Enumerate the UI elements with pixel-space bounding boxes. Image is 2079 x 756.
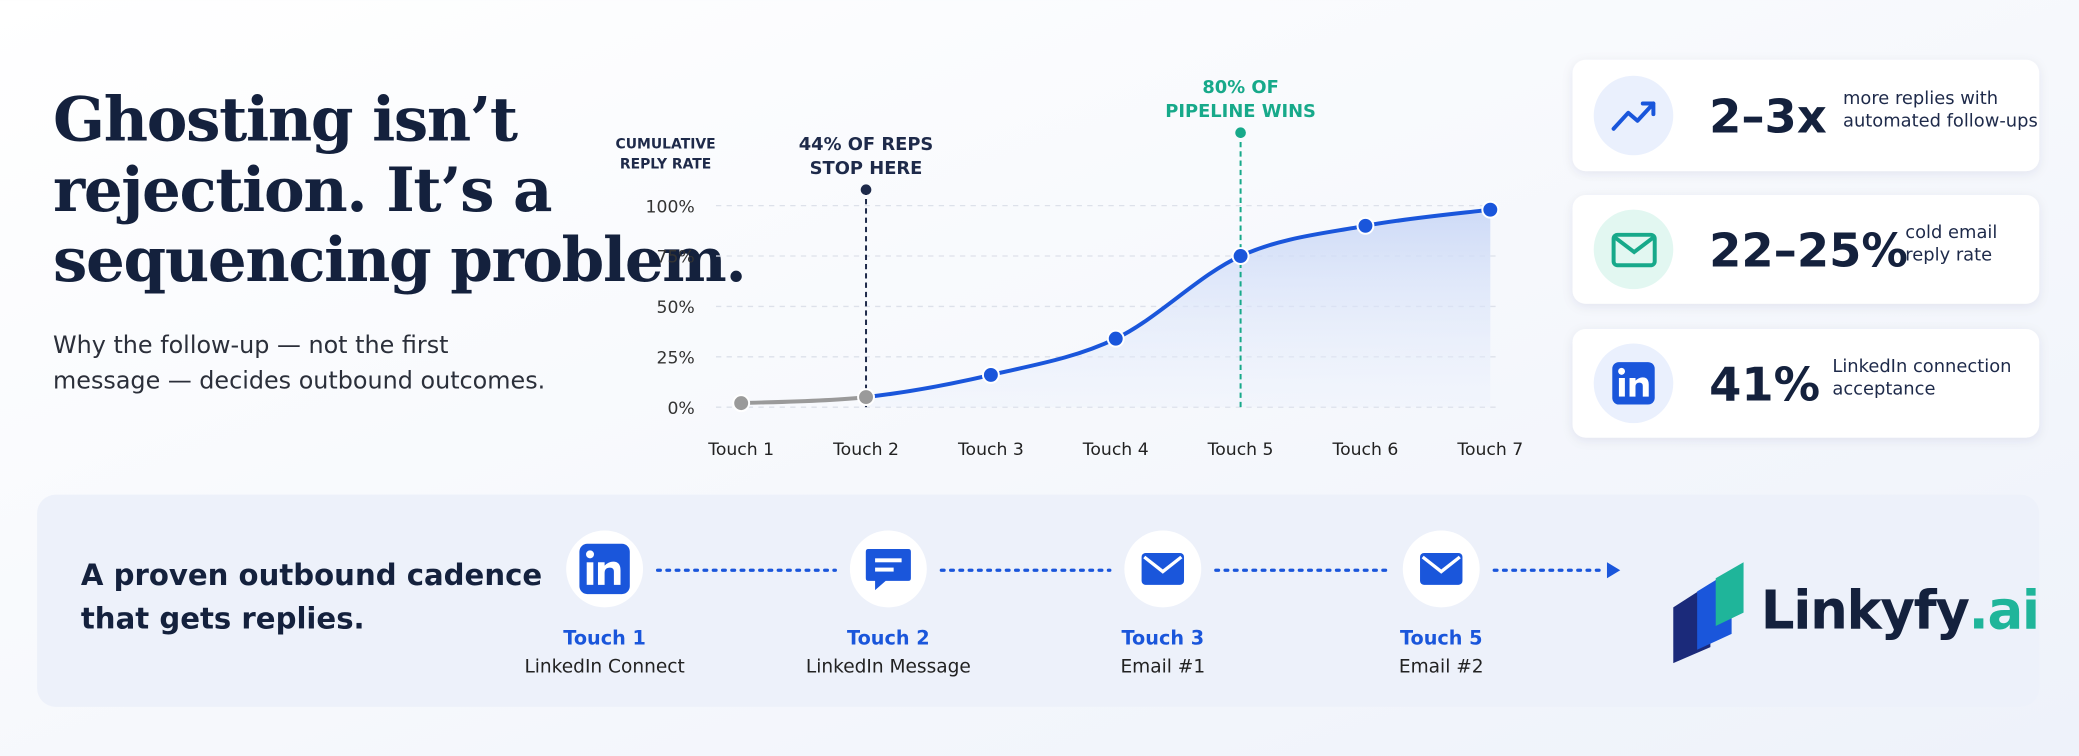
stat-card xyxy=(1572,195,2040,304)
linkedin-icon-n xyxy=(597,561,621,585)
point xyxy=(1231,247,1250,265)
point xyxy=(981,365,1000,384)
mail-icon xyxy=(1611,232,1657,268)
stat-label: LinkedIn connection xyxy=(1832,356,2011,377)
cadence-icons xyxy=(566,530,1480,608)
message-line xyxy=(875,567,894,572)
y-tick-label: 75% xyxy=(656,248,694,268)
y-tick-label: 0% xyxy=(667,399,694,419)
cadence-panel xyxy=(37,494,2040,707)
mail-icon xyxy=(1420,553,1463,585)
stat-label: acceptance xyxy=(1832,379,1935,400)
stat-label: more replies with xyxy=(1843,88,1998,109)
subtitle-line: message — decides outbound outcomes. xyxy=(53,367,545,395)
area xyxy=(866,209,1491,408)
annotation-dot xyxy=(860,184,872,196)
annotation-text: 80% OF xyxy=(1202,77,1278,98)
x-tick-label: Touch 5 xyxy=(1207,440,1274,460)
title-line: Ghosting isn’t xyxy=(53,85,518,156)
cadence-title: A proven outbound cadence xyxy=(81,558,542,592)
x-tick-label: Touch 7 xyxy=(1456,440,1523,460)
stat-value: 41% xyxy=(1709,358,1820,412)
step-touch: Touch 5 xyxy=(1400,627,1483,650)
line xyxy=(864,207,1493,400)
mail-icon xyxy=(1141,553,1185,585)
annotation-dot xyxy=(1235,127,1246,139)
logo-suffix: .ai xyxy=(1969,580,2039,642)
step-label: Email #1 xyxy=(1120,656,1205,677)
point xyxy=(1356,216,1375,235)
annotation-text: 44% OF REPS xyxy=(799,134,934,155)
y-tick-label: 25% xyxy=(656,348,694,368)
stat-label: automated follow-ups xyxy=(1843,111,2038,132)
step-touch: Touch 3 xyxy=(1122,627,1205,650)
mail-icon-flap xyxy=(1421,555,1461,574)
message-line xyxy=(875,558,902,563)
stat-label: reply rate xyxy=(1905,245,1992,266)
stat-card xyxy=(1572,59,2040,172)
x-tick-label: Touch 1 xyxy=(707,440,774,460)
linkedin-icon-i xyxy=(1618,378,1625,397)
y-axis-label: REPLY RATE xyxy=(620,157,711,173)
title-line: sequencing problem. xyxy=(53,225,745,296)
y-axis-label: CUMULATIVE xyxy=(616,137,716,153)
x-tick-label: Touch 6 xyxy=(1332,440,1399,460)
mail-icon-flap xyxy=(1143,555,1183,574)
logo-name: Linkyfy xyxy=(1761,580,1970,642)
stat-value: 2–3x xyxy=(1709,90,1827,144)
y-tick-label: 50% xyxy=(656,298,694,318)
linkedin-icon-n xyxy=(1629,377,1649,397)
logo-shape xyxy=(1715,562,1744,626)
point xyxy=(1106,329,1125,348)
step-label: Email #2 xyxy=(1399,656,1484,677)
step-label: LinkedIn Message xyxy=(806,656,971,677)
mail-icon-flap xyxy=(1613,235,1655,255)
logo-mark xyxy=(1673,562,1744,664)
arrow-head xyxy=(1606,562,1621,579)
x-tick-label: Touch 4 xyxy=(1082,440,1149,460)
linkedin-icon-i xyxy=(586,562,594,585)
title-line: rejection. It’s a xyxy=(53,155,552,226)
step-label: LinkedIn Connect xyxy=(524,656,684,677)
cadence-title: that gets replies. xyxy=(81,602,365,636)
point xyxy=(1481,200,1500,219)
y-tick-label: 100% xyxy=(646,197,695,217)
linkedin-icon-dot xyxy=(1618,367,1626,375)
x-tick-label: Touch 2 xyxy=(832,440,899,460)
stat-label: cold email xyxy=(1905,222,1997,243)
stat-card xyxy=(1572,328,2040,438)
stat-value: 22–25% xyxy=(1709,224,1908,278)
step-touch: Touch 1 xyxy=(563,627,646,650)
linkedin-icon-dot xyxy=(586,550,594,559)
step-touch: Touch 2 xyxy=(847,627,930,650)
logo-text: Linkyfy.ai xyxy=(1761,580,2039,642)
point xyxy=(732,394,751,413)
annotation-text: STOP HERE xyxy=(810,158,923,179)
stat-cards xyxy=(1572,59,2040,438)
subtitle-line: Why the follow-up — not the first xyxy=(53,331,448,359)
point xyxy=(857,388,875,407)
annotation-text: PIPELINE WINS xyxy=(1165,101,1316,122)
trend-icon xyxy=(1611,101,1656,131)
x-tick-label: Touch 3 xyxy=(957,440,1024,460)
